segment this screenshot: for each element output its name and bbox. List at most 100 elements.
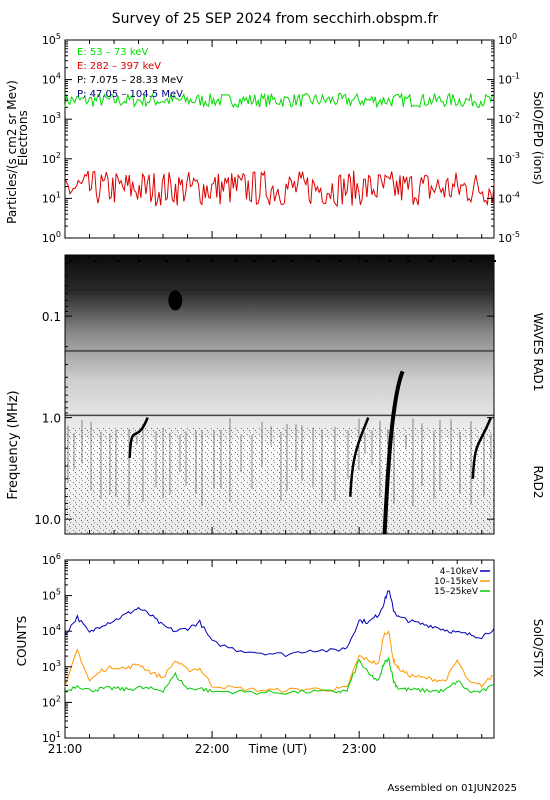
particles-ytick-label: 101: [42, 190, 61, 205]
particles-y2tick-label-base: 10: [498, 74, 512, 87]
radio-burst-type3: [349, 417, 370, 497]
xray-ytick-label-exp: 6: [56, 552, 61, 561]
radio-burst-type3: [382, 370, 405, 535]
xray-legend-label: 4–10keV: [440, 567, 479, 577]
particles-series-line: [64, 170, 495, 208]
particles-ytick-label-base: 10: [42, 192, 56, 205]
particles-y2tick-label-base: 10: [498, 113, 512, 126]
radio-noise: [65, 427, 494, 534]
particles-y2tick-label: 10-5: [498, 230, 520, 245]
particles-y2tick-label-exp: 0: [512, 32, 517, 41]
radio-burst-type3: [471, 417, 493, 479]
radio-ytick-label: 1.0: [42, 412, 61, 426]
footer-assembled: Assembled on 01JUN2025: [387, 783, 517, 794]
radio-dot: [210, 259, 213, 262]
particles-ytick-label: 102: [42, 151, 61, 166]
radio-ytick-label: 0.1: [42, 310, 61, 324]
particles-ytick-label: 104: [42, 72, 61, 87]
xray-ytick-label: 103: [42, 659, 61, 674]
particles-ylabel: Particles/(s cm2 sr Mev): [5, 80, 19, 224]
radio-ylabel: Frequency (MHz): [6, 390, 21, 499]
xray-ytick-label-exp: 5: [56, 588, 61, 597]
xray-frame: [64, 559, 495, 739]
x-tick-label: 21:00: [48, 742, 83, 756]
xray-ytick-label-exp: 3: [56, 659, 61, 668]
radio-dot: [138, 259, 141, 262]
particles-y2tick-label-exp: -4: [512, 190, 520, 199]
xray-xlabel: Time (UT): [248, 742, 308, 756]
xray-ytick-label-base: 10: [42, 625, 56, 638]
particles-y2tick-label-exp: -5: [512, 230, 520, 239]
radio-ytick-label: 10.0: [34, 513, 61, 527]
figure-title: Survey of 25 SEP 2024 from secchirh.obsp…: [112, 11, 439, 27]
particles-ytick-label: 103: [42, 111, 61, 126]
xray-legend-label: 10–15keV: [434, 577, 479, 587]
xray-ytick-label-exp: 1: [56, 730, 61, 739]
particles-legend-entry: P: 7.075 – 28.33 MeV: [77, 75, 183, 86]
radio-dot: [116, 259, 119, 262]
radio-dot: [253, 259, 256, 262]
radio-burst-type3: [128, 417, 149, 459]
xray-ytick-label: 106: [42, 552, 61, 567]
x-tick-label: 22:00: [195, 742, 230, 756]
xray-ytick-label: 101: [42, 730, 61, 745]
particles-ytick-label-exp: 0: [56, 230, 61, 239]
radio-right-label-rad2: RAD2: [531, 466, 545, 499]
radio-dot: [338, 259, 341, 262]
xray-ytick-label-base: 10: [42, 554, 56, 567]
particles-legend-entry: E: 282 – 397 keV: [77, 61, 161, 72]
particles-y2tick-label: 10-2: [498, 111, 520, 126]
particles-y2tick-label-exp: -2: [512, 111, 520, 120]
radio-dot: [317, 259, 320, 262]
radio-dot: [470, 259, 473, 262]
radio-dot: [291, 259, 294, 262]
particles-ytick-label-exp: 5: [56, 32, 61, 41]
x-tick-label: 23:00: [342, 742, 377, 756]
particles-ytick-label-exp: 1: [56, 190, 61, 199]
particles-y2tick-label: 100: [498, 32, 517, 47]
xray-series-line: [64, 657, 495, 695]
particles-ytick-label-base: 10: [42, 74, 56, 87]
xray-ytick-label-exp: 4: [56, 623, 61, 632]
radio-dot: [234, 259, 237, 262]
radio-frame: [64, 254, 495, 535]
radio-dot: [165, 259, 168, 262]
radio-dot: [187, 259, 190, 262]
particles-frame: [64, 39, 495, 239]
particles-ytick-label-base: 10: [42, 153, 56, 166]
particles-y2tick-label-base: 10: [498, 192, 512, 205]
xray-series-line: [64, 590, 495, 658]
particles-y2tick-label-exp: -1: [512, 72, 520, 81]
particles-legend-entry: E: 53 – 73 keV: [77, 47, 148, 58]
xray-ytick-label: 104: [42, 623, 61, 638]
radio-right-label-rad1: WAVES RAD1: [531, 313, 545, 392]
particles-ytick-label-exp: 3: [56, 111, 61, 120]
radio-dot: [388, 259, 391, 262]
radio-dot: [70, 259, 73, 262]
radio-panel: 0.1 1.0 10.0 Frequency (MHz) WAVES RAD1 RA…: [6, 254, 545, 535]
xray-series-line: [64, 630, 495, 693]
particles-legend-entry: P: 47.05 – 104.5 MeV: [77, 89, 183, 100]
particles-ytick-label: 105: [42, 32, 61, 47]
xray-ytick-label-base: 10: [42, 732, 56, 745]
particles-series-line: [64, 91, 495, 109]
xray-right-label: SolO/STIX: [531, 619, 545, 678]
radio-dot: [407, 259, 410, 262]
particles-y2tick-label-base: 10: [498, 34, 512, 47]
particles-y2tick-label-base: 10: [498, 153, 512, 166]
particles-y2tick-label: 10-4: [498, 190, 520, 205]
xray-ytick-label: 105: [42, 588, 61, 603]
particles-right-label: SolO/EPD (ions): [531, 91, 545, 185]
particles-ytick-label-base: 10: [42, 113, 56, 126]
particles-y2tick-label: 10-1: [498, 72, 520, 87]
particles-ytick-label-exp: 4: [56, 72, 61, 81]
radio-dot: [429, 259, 432, 262]
radio-dot: [365, 259, 368, 262]
particles-y2tick-label-exp: -3: [512, 151, 520, 160]
xray-ytick-label-exp: 2: [56, 694, 61, 703]
particles-ytick-label-exp: 2: [56, 151, 61, 160]
particles-y2tick-label: 10-3: [498, 151, 520, 166]
